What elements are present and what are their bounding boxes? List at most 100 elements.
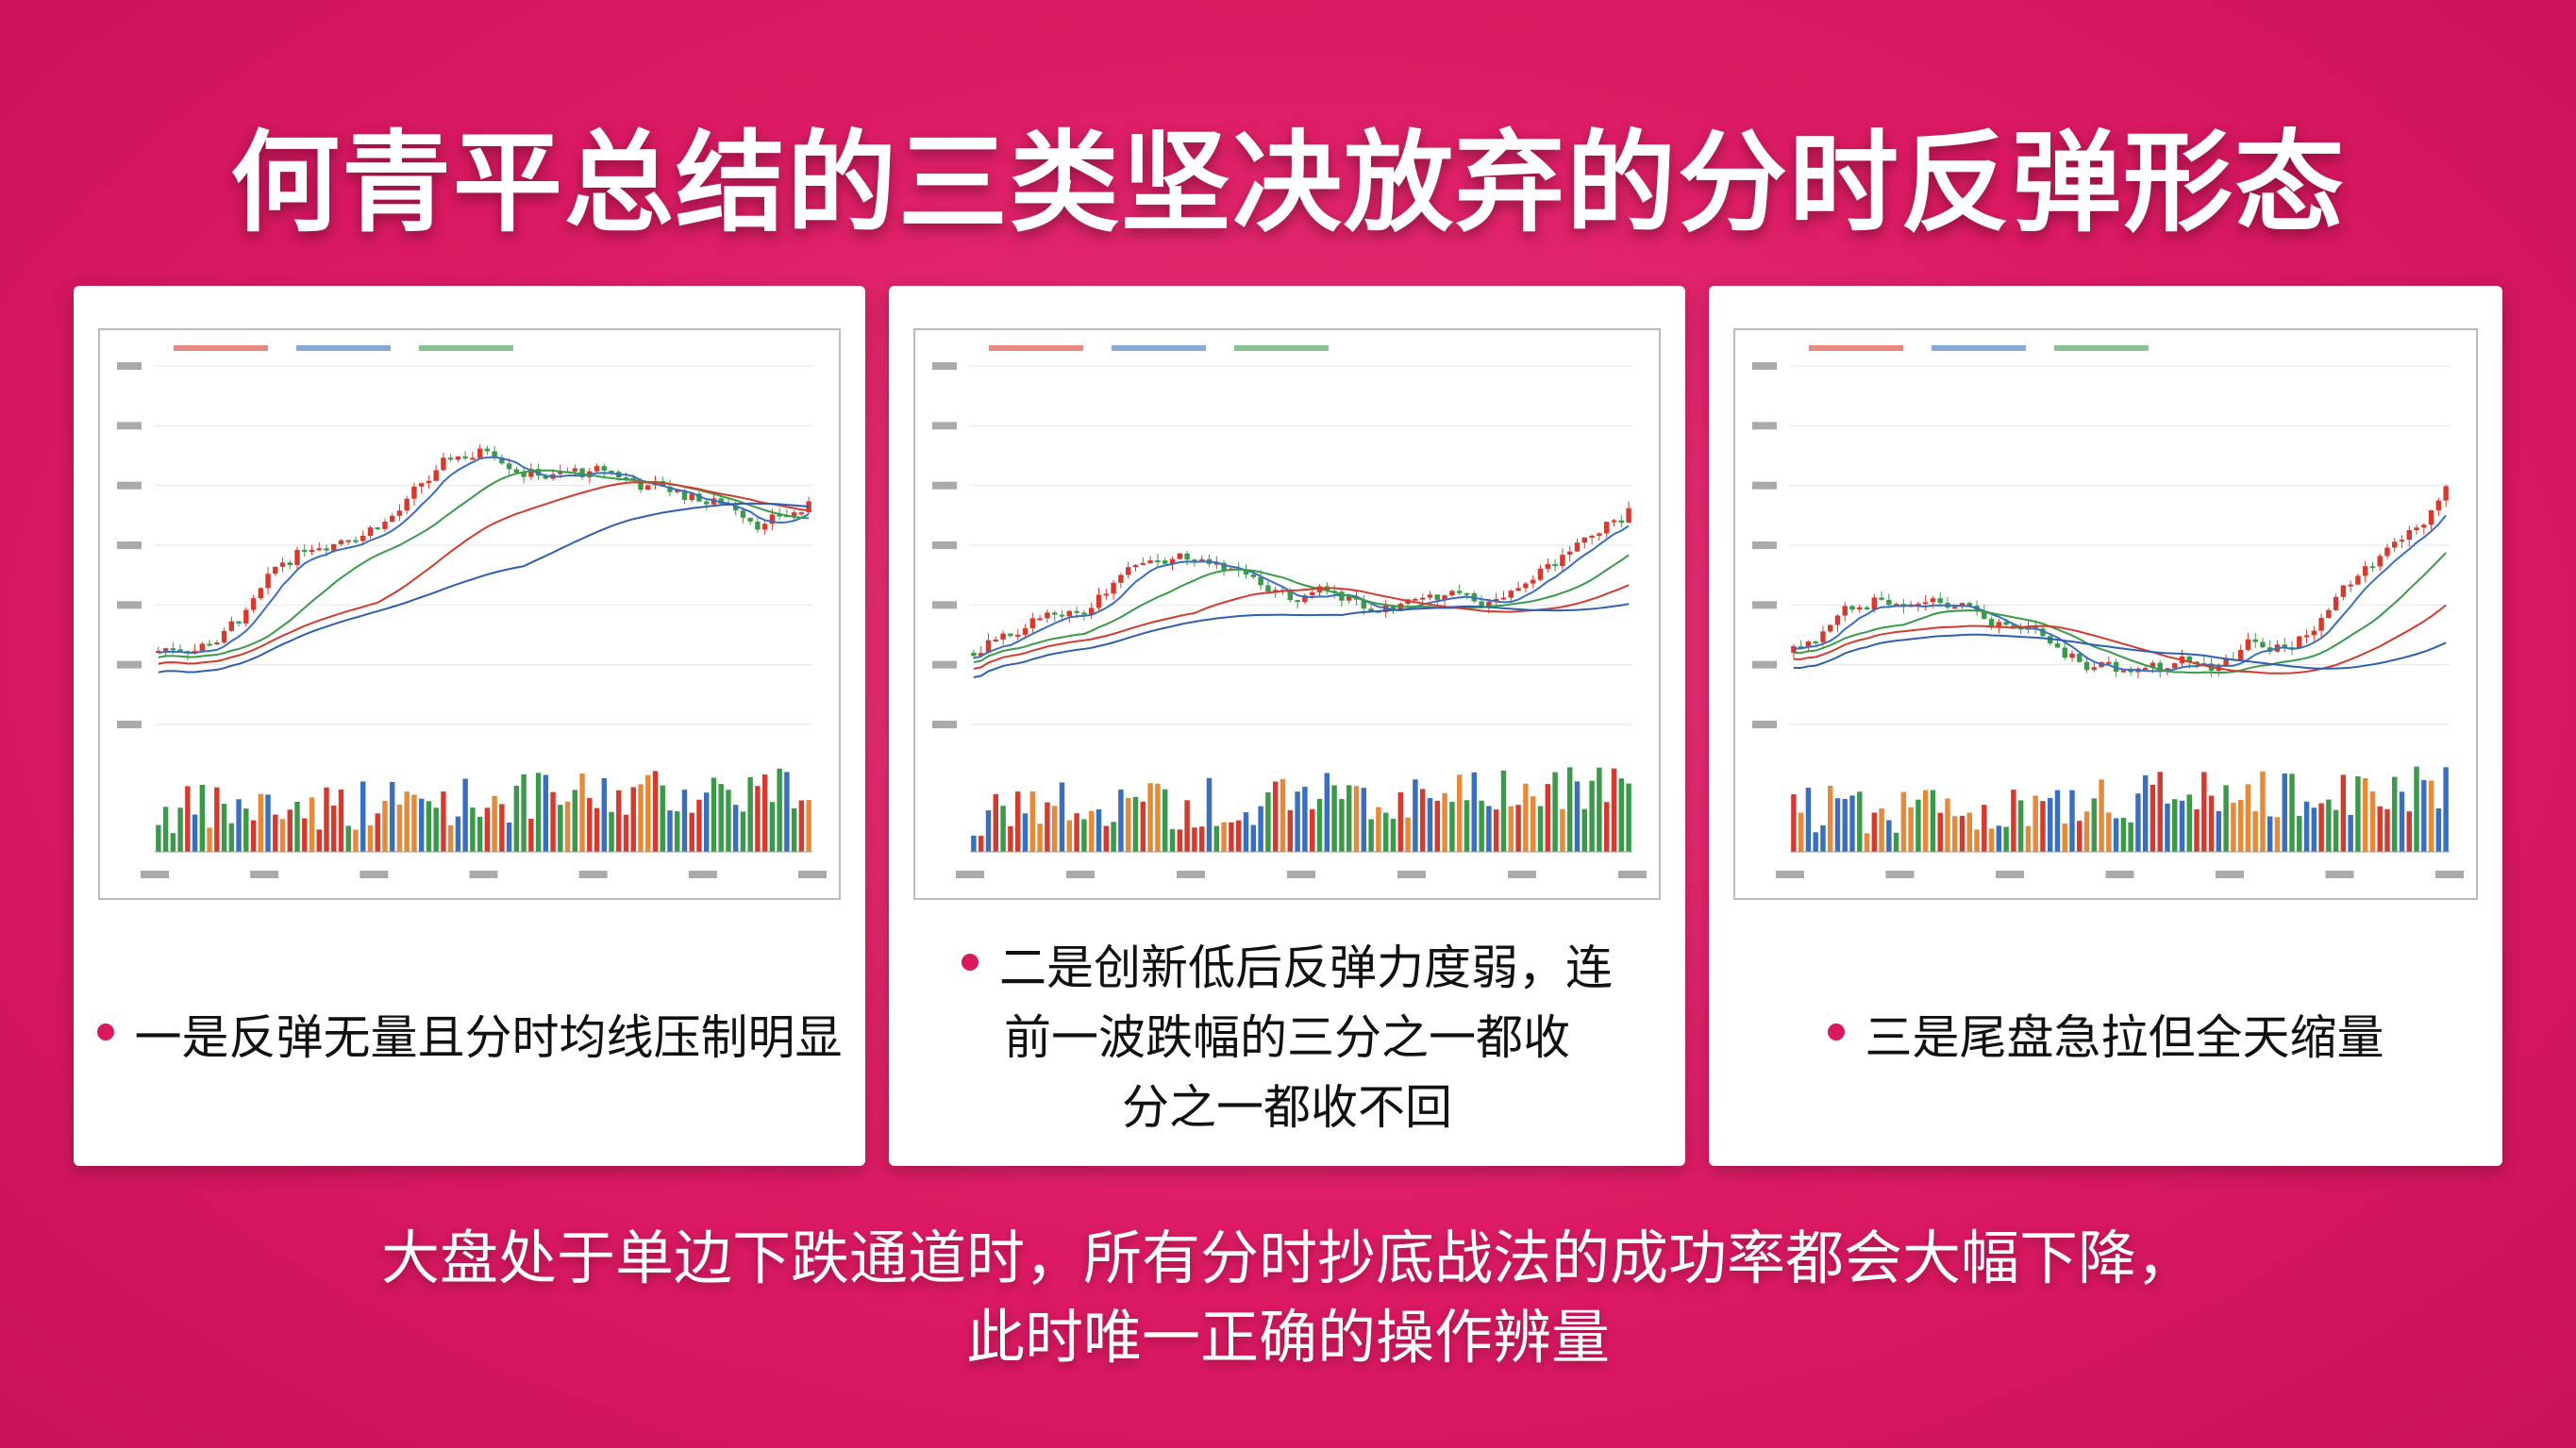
axis-label-placeholder bbox=[360, 871, 389, 878]
axis-label-placeholder bbox=[1752, 362, 1777, 370]
candle-body bbox=[441, 458, 446, 471]
axis-label-placeholder bbox=[798, 871, 827, 878]
volume-bar bbox=[1397, 791, 1404, 852]
volume-bar bbox=[2326, 799, 2332, 852]
volume-bar bbox=[1974, 829, 1980, 852]
volume-bar bbox=[1434, 800, 1441, 852]
volume-bar bbox=[1235, 820, 1242, 852]
volume-bar bbox=[616, 790, 622, 852]
candle-body bbox=[761, 524, 768, 530]
candle-body bbox=[250, 598, 257, 610]
volume-bar bbox=[784, 772, 790, 852]
volume-bar bbox=[2172, 799, 2178, 852]
candle-body bbox=[1295, 600, 1300, 603]
volume-bar bbox=[1530, 796, 1536, 852]
candle-body bbox=[579, 468, 585, 477]
volume-bar bbox=[2025, 825, 2032, 852]
candle-body bbox=[2017, 627, 2024, 630]
volume-bar bbox=[1051, 806, 1058, 852]
volume-bar bbox=[2011, 790, 2016, 852]
volume-bar bbox=[769, 802, 776, 852]
volume-bar bbox=[258, 793, 264, 852]
volume-bar bbox=[1442, 792, 1447, 852]
volume-bar bbox=[2186, 794, 2193, 852]
axis-label-placeholder bbox=[1752, 721, 1777, 728]
volume-bar bbox=[2083, 811, 2090, 852]
candle-body bbox=[2377, 556, 2383, 567]
candle-body bbox=[667, 486, 673, 492]
volume-bar bbox=[1132, 796, 1139, 852]
candle-body bbox=[1081, 612, 1087, 615]
volume-bar bbox=[2017, 800, 2024, 852]
candle-body bbox=[2062, 647, 2067, 658]
volume-bar bbox=[1523, 783, 1529, 852]
volume-bar bbox=[353, 829, 359, 852]
candle-body bbox=[1051, 612, 1058, 615]
volume-bar bbox=[601, 777, 607, 852]
candle-body bbox=[1560, 555, 1565, 567]
volume-bar bbox=[309, 797, 315, 852]
axis-label-placeholder bbox=[1752, 601, 1777, 609]
volume-bar bbox=[1206, 777, 1213, 852]
volume-bar bbox=[243, 808, 249, 852]
candle-body bbox=[1937, 598, 1943, 604]
chart-illustration bbox=[98, 328, 841, 900]
candle-body bbox=[2186, 656, 2193, 662]
candle-body bbox=[1074, 610, 1079, 613]
candle-body bbox=[1413, 598, 1418, 601]
volume-bar bbox=[675, 810, 680, 852]
volume-bar bbox=[2142, 774, 2149, 852]
candle-body bbox=[484, 448, 491, 452]
volume-bar bbox=[2406, 811, 2413, 852]
volume-bar bbox=[1331, 785, 1337, 852]
axis-label-placeholder bbox=[932, 721, 957, 728]
volume-bar bbox=[273, 814, 278, 852]
volume-bar bbox=[740, 811, 746, 852]
volume-bar bbox=[1147, 783, 1153, 852]
candle-body bbox=[1552, 563, 1558, 567]
candle-body bbox=[675, 490, 680, 492]
volume-bar bbox=[1871, 812, 1878, 852]
candle-body bbox=[2399, 540, 2405, 542]
candle-body bbox=[2003, 622, 2009, 625]
axis-label-placeholder bbox=[1618, 871, 1647, 878]
volume-bar bbox=[462, 778, 468, 852]
candle-body bbox=[1243, 569, 1249, 575]
volume-bar bbox=[2414, 766, 2419, 852]
volume-bar bbox=[338, 790, 344, 852]
volume-bar bbox=[294, 801, 300, 852]
axis-label-placeholder bbox=[117, 481, 142, 490]
candle-body bbox=[2252, 639, 2258, 642]
volume-bar bbox=[791, 807, 797, 852]
candle-body bbox=[2011, 624, 2016, 628]
axis-label-placeholder bbox=[1397, 871, 1426, 878]
volume-bar bbox=[1316, 798, 1323, 852]
volume-bar bbox=[1427, 798, 1433, 852]
candle-body bbox=[2267, 647, 2273, 652]
candle-body bbox=[2260, 641, 2266, 648]
volume-bar bbox=[375, 813, 380, 852]
volume-bar bbox=[1250, 824, 1257, 852]
volume-bar bbox=[1966, 812, 1973, 852]
volume-bar bbox=[433, 807, 439, 852]
volume-bar bbox=[594, 807, 600, 852]
volume-bar bbox=[1368, 819, 1374, 852]
candle-body bbox=[236, 621, 242, 624]
volume-bar bbox=[667, 810, 673, 852]
volume-bar bbox=[2348, 814, 2353, 852]
volume-bar bbox=[689, 812, 694, 852]
volume-bar bbox=[1618, 778, 1625, 852]
volume-bar bbox=[1515, 805, 1521, 852]
axis-label-placeholder bbox=[1287, 871, 1315, 878]
volume-bar bbox=[652, 771, 659, 852]
volume-bar bbox=[1155, 783, 1161, 852]
candle-body bbox=[1798, 646, 1804, 649]
candle-body bbox=[1486, 601, 1492, 608]
candle-body bbox=[1000, 633, 1006, 640]
volume-bar bbox=[1805, 788, 1812, 852]
candle-body bbox=[645, 485, 651, 491]
legend-placeholder bbox=[1932, 345, 2026, 351]
axis-label-placeholder bbox=[117, 721, 142, 728]
candle-body bbox=[1864, 607, 1870, 610]
volume-bar bbox=[1287, 809, 1294, 852]
